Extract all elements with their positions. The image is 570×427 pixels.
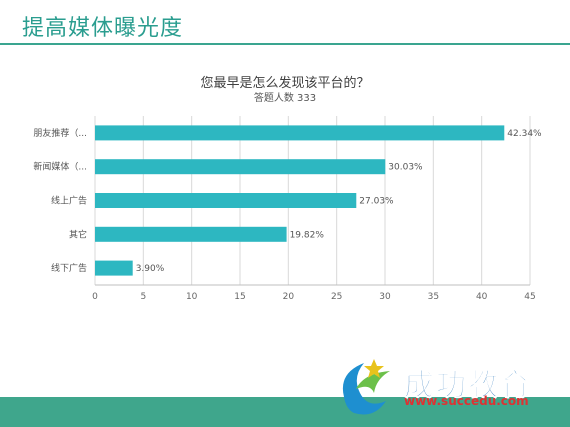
data-label: 19.82% xyxy=(290,230,325,240)
x-tick-label: 15 xyxy=(234,292,245,302)
watermark-logo-icon xyxy=(342,359,390,415)
category-label: 线下广告 xyxy=(51,262,87,274)
bar xyxy=(95,159,386,175)
x-tick-label: 5 xyxy=(140,292,146,302)
x-tick-label: 30 xyxy=(379,292,391,302)
bar xyxy=(95,260,133,276)
footer-band xyxy=(0,397,570,427)
x-tick-label: 20 xyxy=(283,292,295,302)
chart-subtitle: 答题人数 333 xyxy=(254,91,316,104)
category-label: 新闻媒体（... xyxy=(33,161,87,173)
data-label: 42.34% xyxy=(507,129,542,139)
bar xyxy=(95,193,357,208)
data-label: 30.03% xyxy=(388,163,423,173)
category-label: 朋友推荐（... xyxy=(33,127,87,139)
data-label: 27.03% xyxy=(359,197,394,207)
chart-title: 您最早是怎么发现该平台的？ xyxy=(200,75,369,91)
chart-x-ticks: 0 5 10 15 20 25 30 35 40 45 xyxy=(92,292,536,302)
watermark-brand: 成功教育 xyxy=(404,368,532,404)
x-tick-label: 40 xyxy=(476,292,488,302)
category-label: 其它 xyxy=(69,228,87,240)
x-tick-label: 25 xyxy=(331,292,342,302)
x-tick-label: 10 xyxy=(186,292,198,302)
category-label: 线上广告 xyxy=(51,195,87,207)
bar xyxy=(95,226,287,242)
slide-title: 提高媒体曝光度 xyxy=(22,16,184,41)
bar xyxy=(95,125,505,141)
title-divider xyxy=(0,43,570,45)
x-tick-label: 0 xyxy=(92,292,98,302)
chart-bars: 42.34% 30.03% 27.03% 19.82% 3.90% xyxy=(95,125,542,276)
x-tick-label: 35 xyxy=(428,292,439,302)
watermark-url: www.succedu.com xyxy=(404,394,529,408)
data-label: 3.90% xyxy=(136,264,165,274)
x-tick-label: 45 xyxy=(524,292,535,302)
